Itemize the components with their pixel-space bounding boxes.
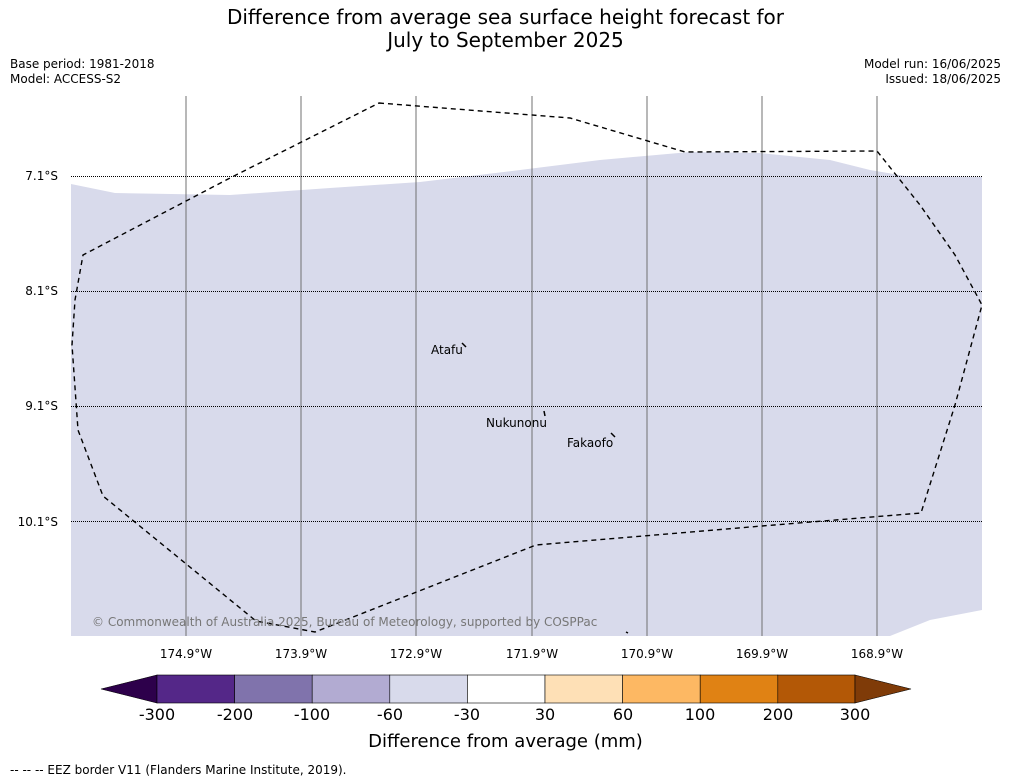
map-title: Difference from average sea surface heig… xyxy=(0,6,1011,52)
colorbar-bin-7 xyxy=(622,674,701,704)
title-line-1: Difference from average sea surface heig… xyxy=(226,5,785,29)
colorbar-tick-9: 200 xyxy=(762,705,794,724)
lon-label-174-9: 174.9°W xyxy=(159,647,213,661)
colorbar-bin-8 xyxy=(699,674,779,704)
colorbar-bin-1 xyxy=(156,674,235,704)
copyright-notice: © Commonwealth of Australia 2025, Bureau… xyxy=(92,615,598,629)
base-period: Base period: 1981-2018 xyxy=(10,57,155,71)
colorbar-title: Difference from average (mm) xyxy=(368,731,643,752)
fakaofo-island-shape xyxy=(610,432,616,438)
colorbar-tick-10: 300 xyxy=(839,705,871,724)
colorbar-bin-4 xyxy=(389,674,468,704)
model-run: Model run: 16/06/2025 xyxy=(863,57,1001,71)
colorbar xyxy=(100,674,912,704)
island-label-fakaofo: Fakaofo xyxy=(567,436,614,450)
title-line-2: July to September 2025 xyxy=(387,28,624,52)
colorbar-tick-4: -60 xyxy=(376,705,404,724)
islet-mark xyxy=(625,631,629,634)
lon-label-173-9: 173.9°W xyxy=(274,647,328,661)
colorbar-tick-6: 30 xyxy=(534,705,556,724)
lat-label-8-1: 8.1°S xyxy=(25,284,58,298)
colorbar-tick-1: -300 xyxy=(138,705,176,724)
lon-label-171-9: 171.9°W xyxy=(505,647,559,661)
colorbar-tick-3: -100 xyxy=(293,705,331,724)
model-name: Model: ACCESS-S2 xyxy=(10,72,122,86)
colorbar-tick-5: -30 xyxy=(453,705,481,724)
colorbar-tick-8: 100 xyxy=(684,705,716,724)
lat-label-10-1: 10.1°S xyxy=(17,515,58,529)
colorbar-under-arrow xyxy=(100,674,158,704)
colorbar-tick-7: 60 xyxy=(612,705,634,724)
issued-date: Issued: 18/06/2025 xyxy=(885,72,1001,86)
forecast-field xyxy=(71,152,982,636)
eez-border xyxy=(71,102,983,633)
lon-label-172-9: 172.9°W xyxy=(389,647,443,661)
colorbar-tick-2: -200 xyxy=(216,705,254,724)
base-info: Base period: 1981-2018 Model: ACCESS-S2 xyxy=(10,57,155,87)
colorbar-bin-9 xyxy=(777,674,856,704)
colorbar-bin-2 xyxy=(234,674,313,704)
eez-footnote: -- -- -- EEZ border V11 (Flanders Marine… xyxy=(10,763,347,777)
lat-label-9-1: 9.1°S xyxy=(25,399,58,413)
island-marks xyxy=(461,342,629,634)
run-info: Model run: 16/06/2025 Issued: 18/06/2025 xyxy=(864,57,1001,87)
lon-label-170-9: 170.9°W xyxy=(620,647,674,661)
island-label-nukunonu: Nukunonu xyxy=(486,416,547,430)
lat-label-7-1: 7.1°S xyxy=(25,169,58,183)
colorbar-over-arrow xyxy=(854,674,912,704)
island-label-atafu: Atafu xyxy=(431,343,463,357)
colorbar-bin-6 xyxy=(544,674,623,704)
lon-label-168-9: 168.9°W xyxy=(850,647,904,661)
lon-label-169-9: 169.9°W xyxy=(735,647,789,661)
atafu-island-shape xyxy=(461,342,467,348)
colorbar-bin-5 xyxy=(467,674,546,704)
nukunonu-island-shape xyxy=(543,410,546,417)
colorbar-bin-3 xyxy=(311,674,391,704)
